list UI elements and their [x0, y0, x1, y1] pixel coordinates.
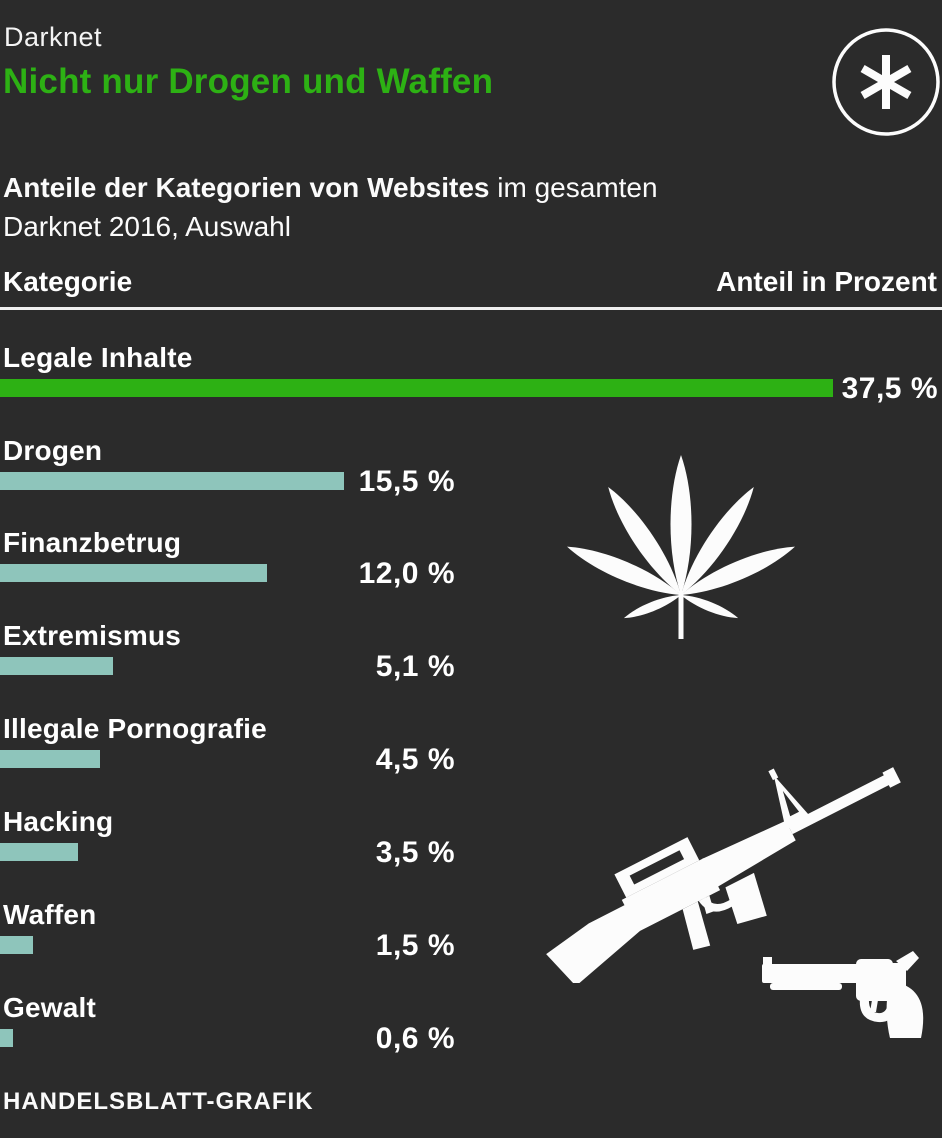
value-label: 1,5 % [375, 929, 455, 962]
page-title: Nicht nur Drogen und Waffen [3, 62, 494, 101]
value-label: 3,5 % [375, 836, 455, 869]
chart-row: Hacking 3,5 % [0, 806, 942, 876]
cannabis-leaf-icon [567, 443, 795, 641]
value-label: 0,6 % [375, 1022, 455, 1055]
kicker: Darknet [4, 22, 103, 52]
header-divider [0, 307, 942, 310]
column-header-category: Kategorie [3, 266, 133, 297]
subtitle-line1: Anteile der Kategorien von Websites im g… [3, 168, 658, 207]
category-label: Extremismus [3, 620, 182, 651]
column-header-percent: Anteil in Prozent [716, 266, 937, 297]
asterisk-logo-icon [831, 27, 941, 137]
category-label: Drogen [3, 435, 103, 466]
bar [0, 750, 100, 768]
value-label: 5,1 % [375, 650, 455, 683]
category-label: Legale Inhalte [3, 342, 193, 373]
chart-row: Legale Inhalte 37,5 % [0, 342, 942, 412]
bar [0, 379, 833, 397]
bar [0, 843, 78, 861]
chart-row: Gewalt 0,6 % [0, 992, 942, 1062]
chart-row: Finanzbetrug 12,0 % [0, 527, 942, 597]
chart-subtitle: Anteile der Kategorien von Websites im g… [3, 168, 658, 246]
revolver-icon [760, 948, 930, 1040]
value-label: 37,5 % [841, 372, 938, 405]
rifle-icon [517, 748, 922, 983]
bar [0, 472, 344, 490]
chart-row: Extremismus 5,1 % [0, 620, 942, 690]
bar [0, 657, 113, 675]
subtitle-regular: im gesamten [489, 172, 658, 203]
value-label: 15,5 % [358, 465, 455, 498]
bar [0, 936, 33, 954]
bar [0, 564, 267, 582]
value-label: 4,5 % [375, 743, 455, 776]
chart-row: Drogen 15,5 % [0, 435, 942, 505]
subtitle-line2: Darknet 2016, Auswahl [3, 211, 291, 242]
bar [0, 1029, 13, 1047]
chart-row: Waffen 1,5 % [0, 899, 942, 969]
category-label: Finanzbetrug [3, 527, 182, 558]
subtitle-bold: Anteile der Kategorien von Websites [3, 172, 490, 203]
category-label: Hacking [3, 806, 114, 837]
category-label: Illegale Pornografie [3, 713, 267, 744]
value-label: 12,0 % [358, 557, 455, 590]
category-label: Waffen [3, 899, 97, 930]
category-label: Gewalt [3, 992, 97, 1023]
source-credit: HANDELSBLATT-GRAFIK [3, 1088, 314, 1115]
chart-row: Illegale Pornografie 4,5 % [0, 713, 942, 783]
